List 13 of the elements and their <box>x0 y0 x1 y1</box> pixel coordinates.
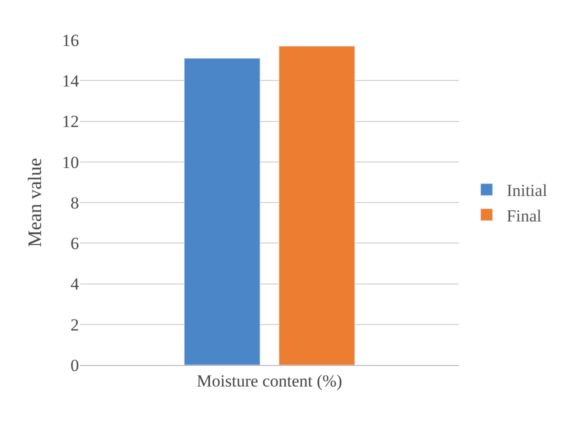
legend-label: Initial <box>506 181 548 200</box>
y-tick-label: 14 <box>62 72 80 91</box>
y-tick-label: 4 <box>70 274 80 294</box>
y-tick-label: 16 <box>62 30 79 50</box>
y-axis-title: Mean value <box>24 158 46 248</box>
legend-label: Final <box>506 206 542 226</box>
y-tick-label: 8 <box>70 193 79 212</box>
y-tick-label: 6 <box>70 234 79 254</box>
y-tick-label: 12 <box>62 112 79 132</box>
y-tick-label: 10 <box>62 152 79 172</box>
y-tick-label: 2 <box>70 315 79 334</box>
x-tick-label: Moisture content (%) <box>196 371 342 390</box>
y-tick-label: 0 <box>70 356 79 375</box>
